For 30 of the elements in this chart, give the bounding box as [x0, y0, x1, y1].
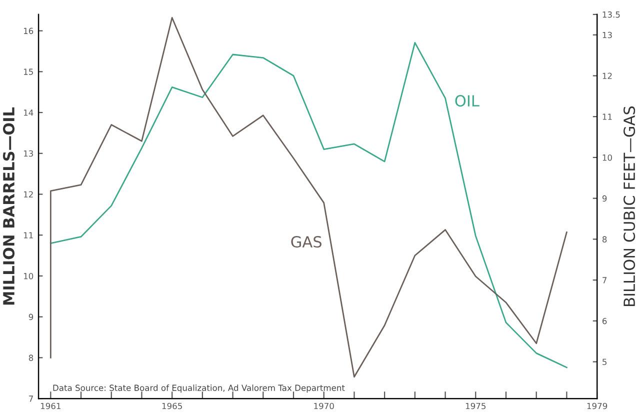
y-tick-label: 12: [24, 191, 33, 198]
x-tick-label: 1965: [162, 402, 182, 410]
y-tick-label: 14: [24, 110, 34, 116]
y2-tick-label: 13.5: [602, 11, 620, 18]
y-tick-label: 10: [24, 272, 34, 280]
y2-tick-label: 10: [602, 154, 612, 161]
y2-tick-label: 6: [602, 318, 607, 324]
y2-axis-title: BILLION CUBIC FEET—GAS: [624, 106, 636, 306]
y2-tick-label: 9: [602, 195, 607, 202]
y-tick-label: 11: [24, 232, 33, 238]
series-label: OIL: [455, 95, 480, 107]
y2-tick-label: 8: [602, 236, 607, 242]
x-tick-label: 1970: [314, 402, 334, 410]
y2-tick-label: 12: [602, 72, 612, 79]
y-tick-label: 16: [24, 28, 34, 34]
annotation: Data Source: State Board of Equalization, Ad Valorem Tax Department: [53, 384, 345, 393]
y-tick-label: 7: [29, 396, 33, 402]
x-tick-label: 1979: [587, 402, 608, 410]
x-tick-label: 1975: [466, 402, 486, 410]
y-axis-title: MILLION BARRELS—OIL: [2, 107, 15, 305]
series-label: GAS: [291, 236, 322, 248]
y-tick-label: 15: [24, 68, 33, 75]
y2-tick-label: 13: [602, 32, 612, 38]
y2-tick-label: 7: [602, 277, 607, 284]
y-tick-label: 13: [24, 150, 33, 157]
y2-tick-label: 5: [602, 358, 606, 366]
y-tick-label: 9: [28, 314, 34, 320]
y2-tick-label: 11: [602, 114, 612, 120]
x-tick-label: 1961: [40, 402, 60, 410]
y-tick-label: 8: [28, 354, 34, 361]
